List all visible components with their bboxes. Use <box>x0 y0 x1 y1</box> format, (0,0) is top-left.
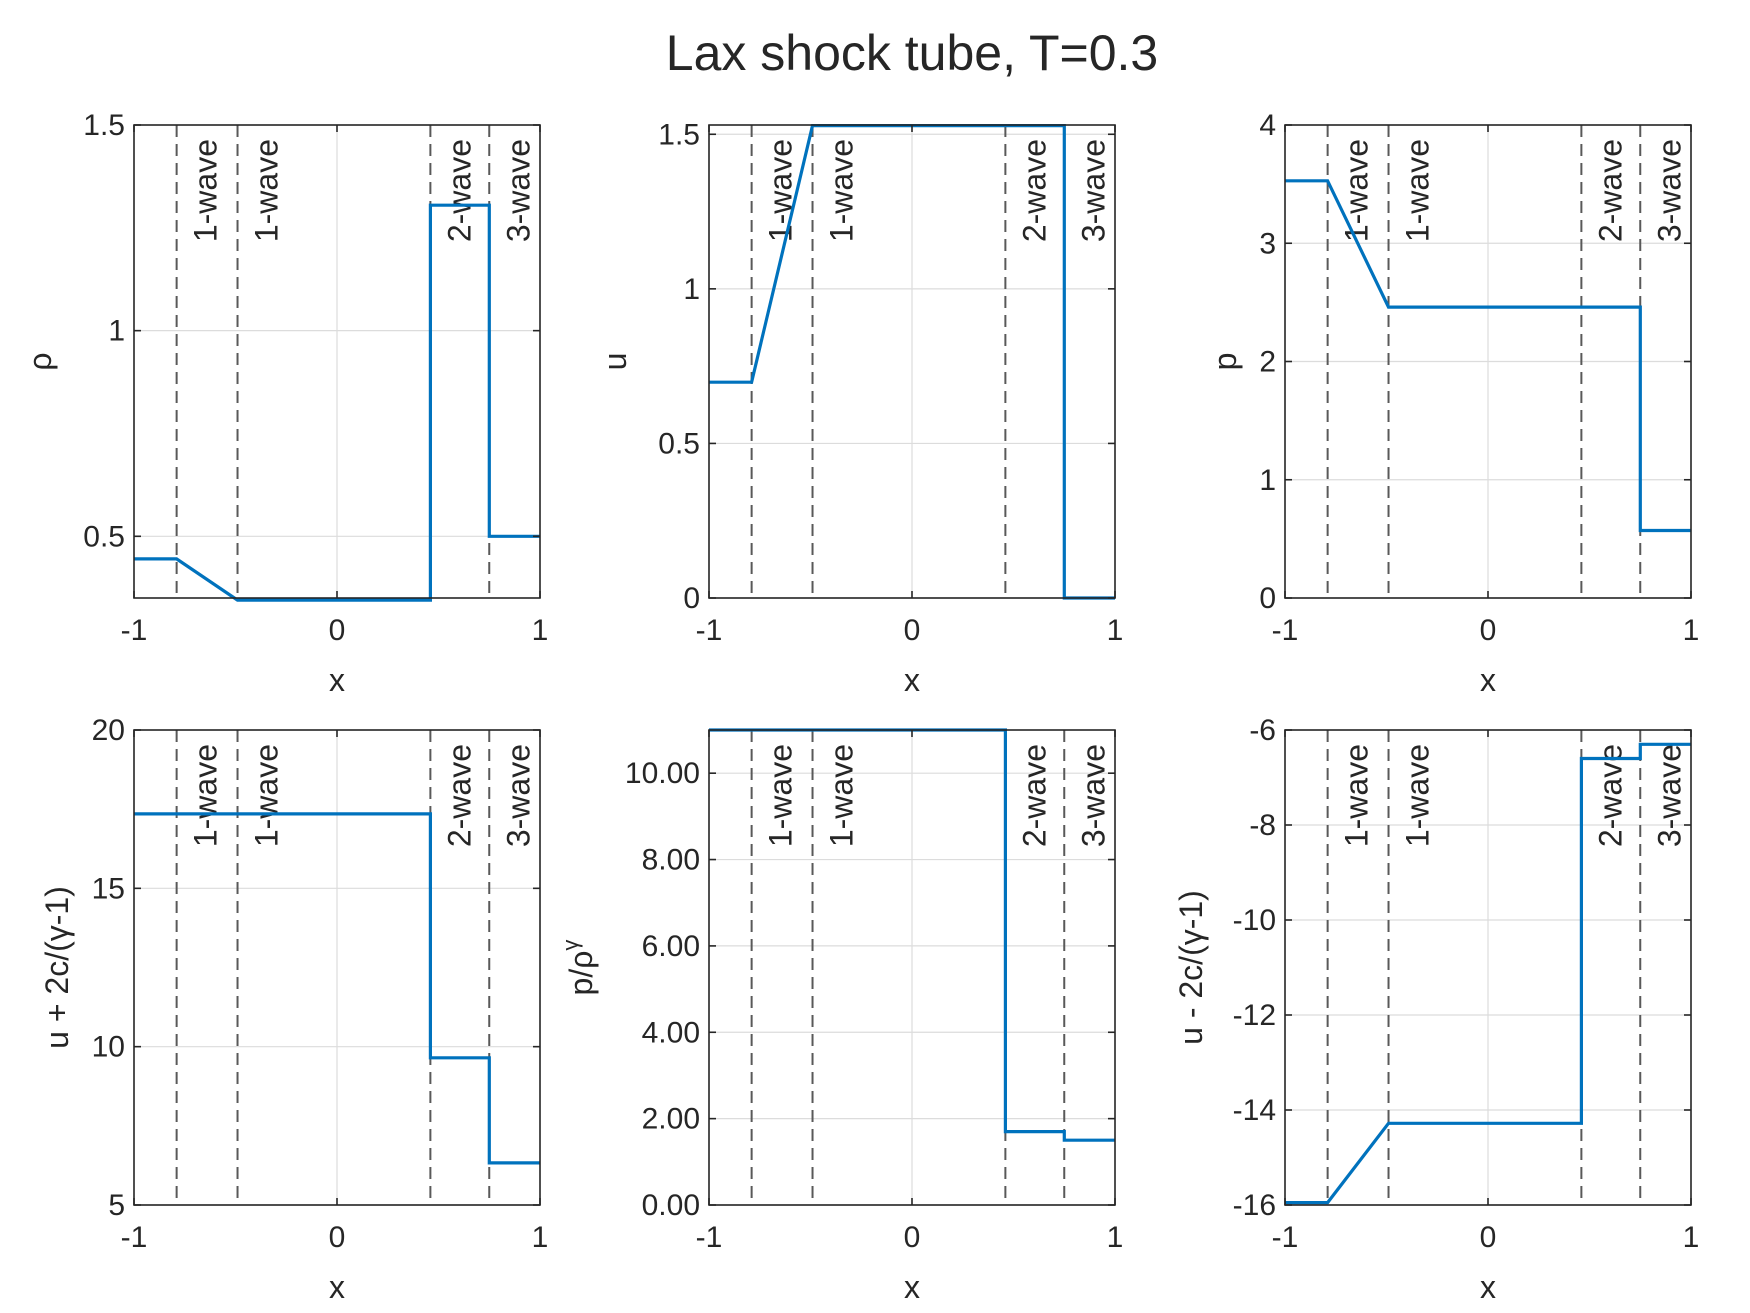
y-axis-label: u - 2c/(γ-1) <box>1173 890 1209 1045</box>
wave-label-1: 1-wave <box>188 139 224 242</box>
wave-label-1: 1-wave <box>188 744 224 847</box>
subplot-1: 1-wave 1-wave 2-wave 3-wave -1 0 1 0.5 1 1.5 x ρ <box>22 109 548 698</box>
x-axis-label: x <box>904 1269 920 1305</box>
x-tick-label: 0 <box>904 614 921 647</box>
wave-label-4: 3-wave <box>1075 139 1111 242</box>
series-line-1 <box>134 203 540 602</box>
x-tick-label: -1 <box>121 614 148 647</box>
wave-label-4: 3-wave <box>500 744 536 847</box>
x-tick-label: -1 <box>1272 614 1299 647</box>
x-axis-label: x <box>904 662 920 698</box>
x-tick-label: 0 <box>1480 1221 1497 1254</box>
y-tick-label: 1 <box>1259 464 1276 497</box>
subplot-grid: 1-wave 1-wave 2-wave 3-wave-1 0 10.511.5xρ1-w… <box>22 109 1699 1305</box>
y-tick-label: 0.5 <box>83 520 125 553</box>
y-axis-label: u <box>597 353 633 371</box>
x-axis-label: x <box>329 662 345 698</box>
wave-label-2: 1-wave <box>824 139 860 242</box>
y-tick-label: 0 <box>1259 582 1276 615</box>
y-tick-label: 1.5 <box>83 109 125 142</box>
y-tick-label: 20 <box>92 714 125 747</box>
y-tick-label: -10 <box>1233 904 1276 937</box>
y-tick-label: 0 <box>683 582 700 615</box>
wave-label-3: 2-wave <box>1016 744 1052 847</box>
y-tick-label: 10.00 <box>625 757 700 790</box>
y-tick-label: 6.00 <box>642 930 700 963</box>
y-tick-label: 1.5 <box>658 118 700 151</box>
wave-label-3: 2-wave <box>441 139 477 242</box>
x-tick-label: 0 <box>329 614 346 647</box>
y-axis-label: ρ <box>22 352 58 370</box>
x-tick-label: 1 <box>1107 614 1124 647</box>
y-tick-label: 2.00 <box>642 1103 700 1136</box>
figure-title: Lax shock tube, T=0.3 <box>666 25 1158 81</box>
wave-label-3: 2-wave <box>1592 139 1628 242</box>
x-tick-label: 0 <box>1480 614 1497 647</box>
y-tick-label: 5 <box>108 1189 125 1222</box>
y-tick-label: 0.5 <box>658 427 700 460</box>
wave-label-2: 1-wave <box>1400 139 1436 242</box>
y-tick-label: 3 <box>1259 227 1276 260</box>
x-tick-label: 1 <box>1683 614 1700 647</box>
subplot-2: 1-wave 1-wave 2-wave 3-wave-1 0 100.511.5xu <box>597 118 1123 698</box>
subplot-5: 1-wave 1-wave 2-wave 3-wave-1 0 10.002.004.00… <box>558 728 1124 1305</box>
wave-label-3: 2-wave <box>1592 744 1628 847</box>
x-tick-label: -1 <box>121 1221 148 1254</box>
y-tick-label: 2 <box>1259 346 1276 379</box>
y-tick-label: 1 <box>108 315 125 348</box>
series-line-1 <box>1285 742 1691 1205</box>
x-tick-label: -1 <box>696 614 723 647</box>
series-line-1 <box>134 812 540 1165</box>
y-tick-label: -12 <box>1233 999 1276 1032</box>
wave-label-2: 1-wave <box>824 744 860 847</box>
x-tick-label: 1 <box>1683 1221 1700 1254</box>
wave-label-1: 1-wave <box>763 744 799 847</box>
y-tick-label: -16 <box>1233 1189 1276 1222</box>
y-tick-label: 1 <box>683 273 700 306</box>
y-tick-label: -6 <box>1249 714 1276 747</box>
y-axis-label: p <box>1207 353 1243 371</box>
wave-label-3: 2-wave <box>441 744 477 847</box>
x-tick-label: 0 <box>904 1221 921 1254</box>
wave-label-4: 3-wave <box>1651 139 1687 242</box>
x-tick-label: 1 <box>532 1221 549 1254</box>
x-tick-label: 1 <box>1107 1221 1124 1254</box>
y-tick-label: 0.00 <box>642 1189 700 1222</box>
wave-label-2: 1-wave <box>249 744 285 847</box>
x-tick-label: 0 <box>329 1221 346 1254</box>
y-tick-label: 4.00 <box>642 1016 700 1049</box>
wave-label-2: 1-wave <box>1400 744 1436 847</box>
wave-label-4: 3-wave <box>1651 744 1687 847</box>
x-axis-label: x <box>1480 1269 1496 1305</box>
y-tick-label: 8.00 <box>642 844 700 877</box>
y-tick-label: 10 <box>92 1031 125 1064</box>
x-tick-label: -1 <box>696 1221 723 1254</box>
y-tick-label: -8 <box>1249 809 1276 842</box>
wave-label-3: 2-wave <box>1016 139 1052 242</box>
x-axis-label: x <box>329 1269 345 1305</box>
y-axis-label: p/ργ <box>558 940 599 996</box>
x-tick-label: -1 <box>1272 1221 1299 1254</box>
wave-label-1: 1-wave <box>1339 139 1375 242</box>
wave-label-1: 1-wave <box>1339 744 1375 847</box>
wave-label-4: 3-wave <box>1075 744 1111 847</box>
subplot-6: 1-wave 1-wave 2-wave 3-wave-1 0 1-16-14-12-10… <box>1173 714 1699 1305</box>
y-axis-label: u + 2c/(γ-1) <box>39 886 75 1049</box>
wave-label-4: 3-wave <box>500 139 536 242</box>
x-axis-label: x <box>1480 662 1496 698</box>
wave-label-1: 1-wave <box>763 139 799 242</box>
y-tick-label: -14 <box>1233 1094 1276 1127</box>
wave-label-2: 1-wave <box>249 139 285 242</box>
series-line-1 <box>1285 179 1691 533</box>
y-tick-label: 4 <box>1259 109 1276 142</box>
y-tick-label: 15 <box>92 872 125 905</box>
x-tick-label: 1 <box>532 614 549 647</box>
